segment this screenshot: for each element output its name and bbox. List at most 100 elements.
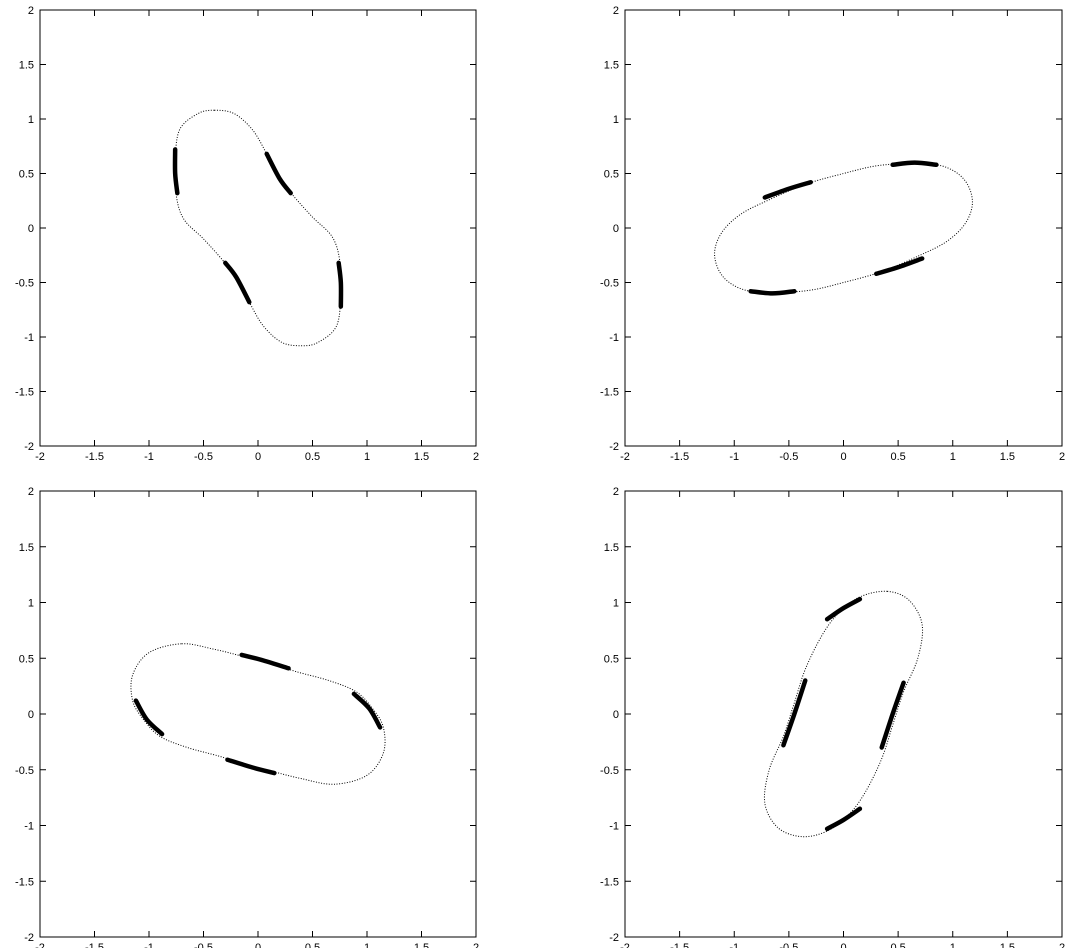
y-tick-label: 1.5	[604, 60, 619, 72]
y-tick-label: -2	[609, 441, 619, 453]
x-tick-label: 1.5	[414, 451, 429, 463]
y-tick-label: -2	[24, 932, 34, 944]
highlighted-segment	[762, 179, 813, 200]
plot-frame	[39, 490, 477, 938]
x-tick-label: -1.5	[85, 942, 104, 948]
x-tick-label: -1.5	[670, 942, 689, 948]
x-tick-label: 1	[364, 942, 370, 948]
y-tick-label: 1	[613, 598, 619, 610]
y-tick-label: 2	[613, 5, 619, 17]
x-tick-label: 1	[950, 451, 956, 463]
x-tick-label: 0.5	[305, 451, 320, 463]
x-tick-label: 1	[364, 451, 370, 463]
x-tick-label: -0.5	[194, 942, 213, 948]
x-tick-label: 0.5	[305, 942, 320, 948]
chart-panel-3: -2 -1.5 -1 -0.5 0 0.5 1 1.5 2 -2 -1.5 -1 -0.5 0 0.5 1 1.…	[15, 486, 479, 948]
y-tick-label: -1	[609, 332, 619, 344]
y-tick-label: 0	[613, 709, 619, 721]
highlighted-segment	[824, 806, 863, 832]
y-tick-label: -1	[609, 821, 619, 833]
y-tick-label: -0.5	[600, 765, 619, 777]
x-tick-label: 0	[255, 942, 261, 948]
x-tick-label: 1.5	[1000, 451, 1015, 463]
highlighted-segment	[223, 260, 252, 305]
highlighted-segment	[890, 160, 939, 168]
y-tick-label: -1.5	[600, 876, 619, 888]
y-tick-label: -1.5	[600, 387, 619, 399]
x-tick-label: -1	[144, 942, 154, 948]
x-tick-label: -0.5	[779, 942, 798, 948]
highlighted-segment	[336, 260, 344, 309]
x-tick-label: 0	[840, 942, 846, 948]
x-tick-label: 2	[1059, 942, 1065, 948]
x-tick-label: -2	[35, 451, 45, 463]
y-tick-label: 1	[28, 598, 34, 610]
x-tick-label: -2	[35, 942, 45, 948]
x-tick-label: -2	[620, 451, 630, 463]
plot-frame	[39, 9, 477, 447]
y-tick-label: 1.5	[19, 60, 34, 72]
boundary-curve	[763, 590, 924, 838]
y-tick-label: -1.5	[15, 387, 34, 399]
x-tick-label: 0	[840, 451, 846, 463]
x-tick-label: 0.5	[890, 451, 905, 463]
y-tick-label: -0.5	[15, 278, 34, 290]
y-tick-label: -1	[24, 821, 34, 833]
plot-frame	[624, 490, 1063, 938]
y-tick-label: -1.5	[15, 876, 34, 888]
x-tick-label: 0.5	[890, 942, 905, 948]
highlighted-segment	[172, 147, 180, 196]
y-tick-label: 0.5	[604, 653, 619, 665]
boundary-curve	[174, 109, 342, 347]
y-tick-label: 0.5	[19, 653, 34, 665]
x-tick-label: -1	[729, 942, 739, 948]
plot-frame	[624, 9, 1063, 447]
y-tick-label: -0.5	[15, 765, 34, 777]
y-tick-label: 1	[613, 114, 619, 126]
y-tick-label: -2	[609, 932, 619, 944]
x-tick-label: -2	[620, 942, 630, 948]
y-tick-label: 0	[28, 223, 34, 235]
x-tick-label: 1	[950, 942, 956, 948]
x-tick-label: -1.5	[670, 451, 689, 463]
y-tick-label: 1.5	[604, 542, 619, 554]
highlighted-segment	[264, 151, 293, 196]
x-tick-label: -1	[729, 451, 739, 463]
highlighted-segment	[225, 757, 277, 776]
y-tick-label: 0.5	[19, 169, 34, 181]
boundary-curve	[130, 643, 386, 785]
y-tick-label: -1	[24, 332, 34, 344]
y-tick-label: 2	[28, 486, 34, 498]
chart-panel-2: -2 -1.5 -1 -0.5 0 0.5 1 1.5 2 -2 -1.5 -1 -0.5 0 0.5 1 1.…	[600, 5, 1065, 463]
y-tick-label: -0.5	[600, 278, 619, 290]
highlighted-segment	[748, 288, 797, 296]
highlighted-segment	[239, 652, 291, 671]
x-tick-label: 1.5	[414, 942, 429, 948]
y-tick-label: 0.5	[604, 169, 619, 181]
x-tick-label: 2	[473, 451, 479, 463]
highlighted-segment	[133, 698, 165, 737]
x-tick-label: 2	[473, 942, 479, 948]
highlighted-segment	[781, 678, 808, 748]
y-tick-label: 2	[28, 5, 34, 17]
y-tick-label: -2	[24, 441, 34, 453]
y-tick-label: 2	[613, 486, 619, 498]
chart-panel-1: -2 -1.5 -1 -0.5 0 0.5 1 1.5 2 -2 -1.5 -1 -0.5 0 0.5 1 1.…	[15, 5, 479, 463]
x-tick-label: -0.5	[194, 451, 213, 463]
highlighted-segment	[874, 256, 925, 277]
boundary-curve	[714, 163, 973, 293]
y-tick-label: 1	[28, 114, 34, 126]
x-tick-label: 1.5	[1000, 942, 1015, 948]
x-tick-label: 2	[1059, 451, 1065, 463]
chart-panel-4: -2 -1.5 -1 -0.5 0 0.5 1 1.5 2 -2 -1.5 -1 -0.5 0 0.5 1 1.…	[600, 486, 1065, 948]
x-tick-label: -0.5	[779, 451, 798, 463]
highlighted-segment	[351, 691, 383, 730]
x-tick-label: -1	[144, 451, 154, 463]
x-tick-label: -1.5	[85, 451, 104, 463]
highlighted-segment	[824, 596, 863, 622]
x-tick-label: 0	[255, 451, 261, 463]
y-tick-label: 0	[28, 709, 34, 721]
y-tick-label: 0	[613, 223, 619, 235]
y-tick-label: 1.5	[19, 542, 34, 554]
